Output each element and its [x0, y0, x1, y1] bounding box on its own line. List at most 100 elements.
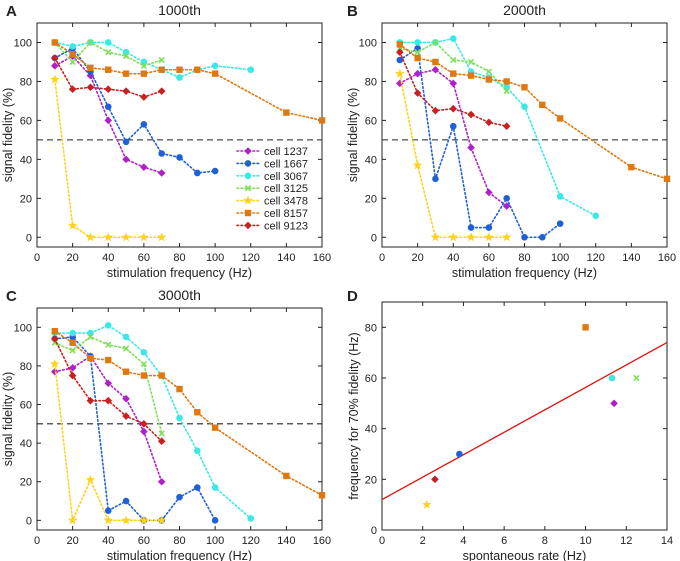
legend-marker	[244, 147, 252, 155]
data-point	[157, 477, 166, 486]
y-tick-label: 60	[365, 373, 377, 385]
data-point	[449, 104, 458, 113]
y-axis-label: signal fidelity (%)	[1, 372, 15, 466]
data-point	[556, 193, 564, 200]
data-point	[103, 232, 114, 242]
data-point	[104, 85, 113, 94]
data-point	[85, 474, 96, 484]
x-tick-label: 80	[518, 252, 530, 264]
series-cell-1237	[396, 65, 511, 210]
scatter-point-cell-3478	[422, 499, 432, 509]
data-point	[122, 394, 130, 403]
data-point	[158, 430, 165, 437]
series-cell-3125	[51, 333, 165, 437]
data-point	[104, 322, 112, 329]
data-point	[176, 414, 183, 422]
series-cell-1667	[51, 333, 219, 524]
x-tick-label: 14	[661, 535, 673, 547]
legend-label: cell 9123	[264, 220, 308, 232]
series-line	[54, 41, 252, 79]
data-point	[85, 232, 96, 242]
x-tick-label: 80	[173, 535, 185, 547]
series-cell-8157	[51, 39, 326, 124]
data-point	[414, 39, 421, 46]
data-point	[467, 110, 475, 119]
data-point	[501, 232, 512, 242]
series-cell-3478	[50, 74, 167, 242]
data-point	[87, 39, 94, 46]
series-cell-3125	[51, 39, 165, 70]
data-point	[485, 188, 493, 197]
y-tick-label: 80	[365, 76, 377, 88]
x-tick-label: 120	[242, 252, 260, 264]
data-point	[122, 333, 130, 341]
data-point	[157, 87, 166, 95]
data-point	[396, 56, 404, 64]
panel-d: D 0 2 4 6 8 10 12 14 0 20 40 60 80 spontaneous rate (H…	[347, 288, 673, 561]
series-line	[399, 43, 668, 180]
legend-marker	[243, 195, 253, 205]
data-point	[87, 333, 94, 341]
plot-frame	[381, 301, 668, 531]
y-tick-label: 40	[20, 438, 32, 450]
series-cell-3478	[50, 358, 167, 525]
data-point	[539, 233, 546, 241]
scatter-point-cell-8157	[582, 324, 589, 331]
x-tick-label: 80	[173, 252, 185, 264]
panel-letter: C	[6, 288, 17, 305]
legend-marker	[244, 221, 252, 230]
legend-marker	[244, 185, 252, 192]
data-point	[194, 409, 201, 416]
series-cell-1667	[51, 45, 219, 177]
x-tick-label: 140	[277, 252, 295, 264]
data-point	[521, 103, 528, 111]
data-point	[51, 367, 59, 376]
data-point	[432, 39, 439, 46]
data-point	[50, 358, 60, 369]
data-point	[431, 65, 440, 74]
data-point	[104, 103, 112, 111]
legend-label: cell 1237	[264, 146, 308, 158]
data-point	[194, 484, 201, 491]
series-cell-9123	[51, 54, 166, 101]
data-point	[104, 39, 112, 46]
x-tick-label: 0	[379, 252, 385, 264]
data-point	[283, 109, 290, 116]
x-tick-label: 12	[620, 535, 632, 547]
y-tick-label: 20	[20, 193, 32, 205]
y-tick-label: 60	[365, 115, 377, 127]
x-tick-label: 0	[379, 535, 385, 547]
data-point	[211, 484, 219, 491]
data-point	[104, 396, 113, 405]
data-point	[157, 437, 166, 445]
data-point	[67, 515, 78, 525]
series-cell-3067	[396, 35, 600, 220]
data-point	[51, 335, 59, 343]
data-point	[466, 232, 476, 242]
data-point	[450, 56, 457, 64]
x-tick-label: 40	[447, 252, 459, 264]
data-point	[467, 143, 475, 152]
data-point	[103, 515, 114, 525]
data-point	[140, 349, 148, 356]
data-point	[122, 155, 130, 164]
data-point	[539, 101, 546, 109]
y-tick-label: 100	[14, 37, 32, 49]
data-point	[318, 117, 326, 124]
data-point	[396, 48, 404, 57]
data-point	[69, 50, 76, 58]
panel-b: B 2000th 0 20 40 60 80 100 120 140 160 0 20 40 60 80 100…	[346, 2, 676, 280]
data-point	[68, 85, 77, 94]
legend-label: cell 1667	[264, 158, 308, 170]
data-point	[485, 68, 493, 75]
data-point	[140, 62, 148, 70]
y-tick-label: 80	[20, 76, 32, 88]
data-point	[247, 515, 255, 522]
data-point	[485, 224, 493, 231]
data-point	[104, 116, 113, 125]
legend-marker	[244, 172, 252, 180]
y-tick-label: 40	[20, 154, 32, 166]
data-point	[51, 39, 59, 46]
